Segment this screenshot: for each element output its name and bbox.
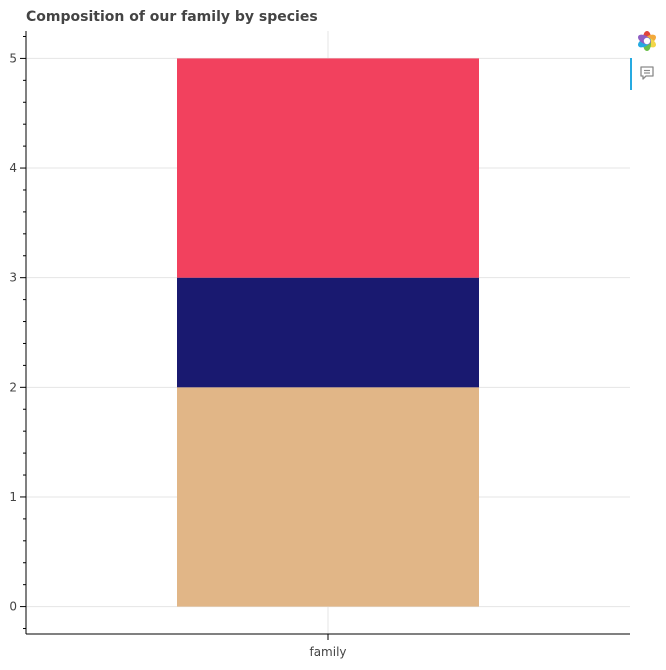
toolbar [630,28,660,92]
toolbar-active-indicator [630,58,632,90]
y-tick-label: 2 [9,380,17,394]
y-tick-label: 5 [9,51,17,65]
chart-title: Composition of our family by species [26,9,318,25]
bar-segment-1[interactable] [177,277,479,388]
x-tick-label: family [309,645,346,659]
bokeh-logo-icon[interactable] [636,30,658,52]
y-tick-label: 0 [9,600,17,614]
bar-segment-2[interactable] [177,58,479,278]
y-tick-label: 3 [9,271,17,285]
bar-segment-0[interactable] [177,387,479,607]
bars-layer [177,58,479,607]
y-tick-label: 4 [9,161,17,175]
axes-layer: 0 1 2 3 4 5 family [9,31,630,659]
hover-tooltip-icon[interactable] [638,64,656,82]
y-tick-label: 1 [9,490,17,504]
